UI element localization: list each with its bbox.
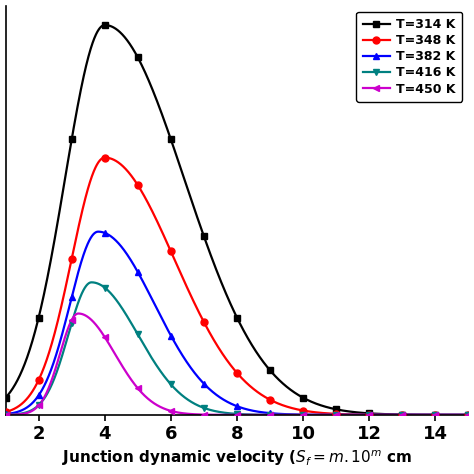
X-axis label: Junction dynamic velocity ($S_f = m.10^m$ cm: Junction dynamic velocity ($S_f = m.10^m… <box>62 449 412 468</box>
Legend: T=314 K, T=348 K, T=382 K, T=416 K, T=450 K: T=314 K, T=348 K, T=382 K, T=416 K, T=45… <box>356 12 462 102</box>
